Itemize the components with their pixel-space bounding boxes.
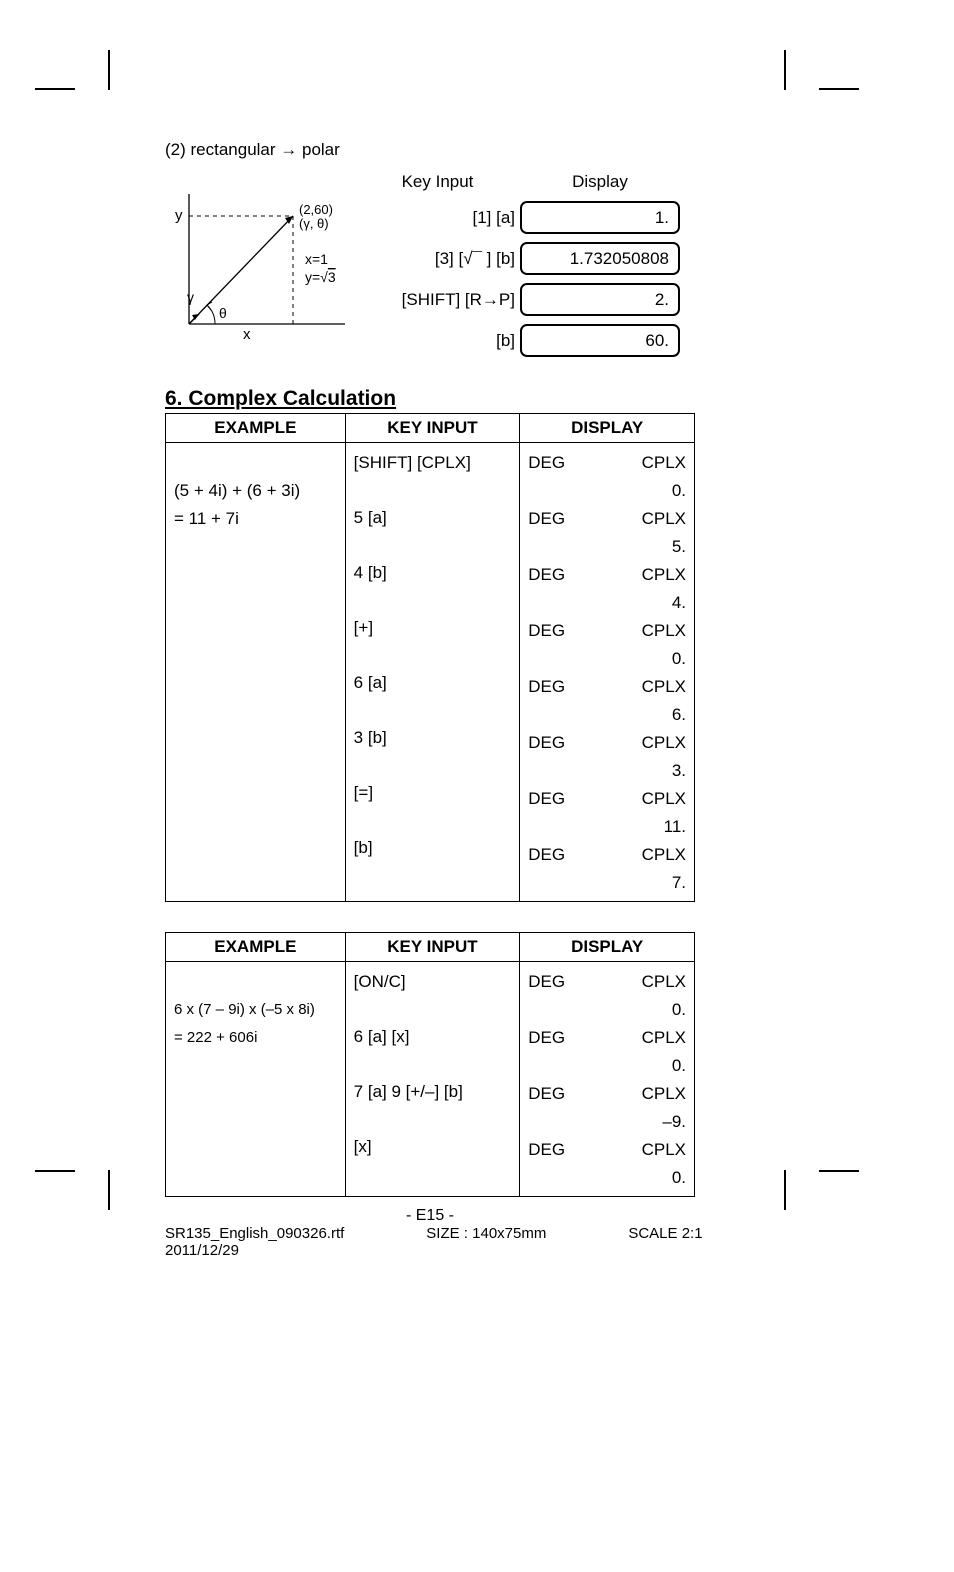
display-value: 0. [528, 996, 686, 1024]
svg-text:(γ, θ): (γ, θ) [299, 216, 329, 231]
key-input-row: [1] [a] [360, 201, 515, 234]
footer-date: 2011/12/29 [165, 1242, 725, 1259]
keyinput-cell: [SHIFT] [CPLX]5 [a]4 [b][+]6 [a]3 [b][=]… [345, 443, 520, 902]
key-input-column: Key Input [1] [a] [3] [√¯ ] [b] [SHIFT] … [360, 172, 515, 365]
display-value: 0. [528, 477, 686, 505]
display-row: DEGCPLX [528, 561, 686, 589]
key-row: [=] [354, 779, 512, 834]
display-row: DEGCPLX [528, 505, 686, 533]
footer-size: SIZE : 140x75mm [426, 1225, 546, 1242]
example-line: = 11 + 7i [174, 505, 337, 533]
svg-text:γ: γ [187, 289, 194, 305]
display-value: 5. [528, 533, 686, 561]
example-line: = 222 + 606i [174, 1024, 337, 1052]
footer: SR135_English_090326.rtf SIZE : 140x75mm… [165, 1225, 725, 1259]
th-display: DISPLAY [520, 414, 695, 443]
keyinput-cell: [ON/C]6 [a] [x]7 [a] 9 [+/–] [b][x] [345, 962, 520, 1197]
svg-text:x=1: x=1 [305, 251, 328, 267]
svg-text:y: y [175, 207, 183, 224]
display-value: 0. [528, 1052, 686, 1080]
example-line: (5 + 4i) + (6 + 3i) [174, 477, 337, 505]
table-1: EXAMPLE KEY INPUT DISPLAY (5 + 4i) + (6 … [165, 413, 695, 902]
key-row: 4 [b] [354, 559, 512, 614]
th-example: EXAMPLE [166, 933, 346, 962]
display-box: 2. [520, 283, 680, 316]
display-box: 1.732050808 [520, 242, 680, 275]
key-input-row: [3] [√¯ ] [b] [360, 242, 515, 275]
key-row: [ON/C] [354, 968, 512, 1023]
example-cell: (5 + 4i) + (6 + 3i) = 11 + 7i [166, 443, 346, 902]
crop-mark-br [784, 1170, 824, 1210]
page-content: (2) rectangular → polar [165, 140, 695, 1225]
display-row: DEGCPLX [528, 968, 686, 996]
section-title: 6. Complex Calculation [165, 387, 695, 411]
key-row: [+] [354, 614, 512, 669]
display-header: Display [520, 172, 680, 192]
key-row: 7 [a] 9 [+/–] [b] [354, 1078, 512, 1133]
key-row: [b] [354, 834, 512, 889]
page-number: - E15 - [165, 1207, 695, 1225]
key-row: 5 [a] [354, 504, 512, 559]
caption: (2) rectangular → polar [165, 140, 695, 160]
display-row: DEGCPLX [528, 1136, 686, 1164]
example-cell: 6 x (7 – 9i) x (–5 x 8i) = 222 + 606i [166, 962, 346, 1197]
display-row: DEGCPLX [528, 1080, 686, 1108]
crop-mark-tr [784, 50, 824, 90]
key-input-header: Key Input [360, 172, 515, 192]
svg-text:θ: θ [219, 305, 227, 321]
display-value: 3. [528, 757, 686, 785]
th-keyinput: KEY INPUT [345, 933, 520, 962]
display-cell: DEGCPLX0.DEGCPLX5.DEGCPLX4.DEGCPLX0.DEGC… [520, 443, 695, 902]
display-cell: DEGCPLX0.DEGCPLX0.DEGCPLX–9.DEGCPLX0. [520, 962, 695, 1197]
display-row: DEGCPLX [528, 729, 686, 757]
footer-filename: SR135_English_090326.rtf [165, 1225, 344, 1242]
key-input-row: [b] [360, 324, 515, 357]
key-row: 6 [a] [354, 669, 512, 724]
polar-diagram: y x (2,60) (γ, θ) x=1 y=√3 γ θ [165, 184, 355, 344]
display-value: 0. [528, 645, 686, 673]
key-row: 3 [b] [354, 724, 512, 779]
footer-scale: SCALE 2:1 [628, 1225, 702, 1242]
table-2: EXAMPLE KEY INPUT DISPLAY 6 x (7 – 9i) x… [165, 932, 695, 1197]
display-box: 60. [520, 324, 680, 357]
crop-mark-tl [70, 50, 110, 90]
svg-text:y=√3: y=√3 [305, 269, 336, 285]
display-value: –9. [528, 1108, 686, 1136]
display-row: DEGCPLX [528, 841, 686, 869]
display-row: DEGCPLX [528, 1024, 686, 1052]
crop-mark-bl [70, 1170, 110, 1210]
key-input-row: [SHIFT] [R→P] [360, 283, 515, 316]
polar-section: y x (2,60) (γ, θ) x=1 y=√3 γ θ Key Input… [165, 172, 695, 362]
th-example: EXAMPLE [166, 414, 346, 443]
svg-text:x: x [243, 326, 251, 343]
key-row: 6 [a] [x] [354, 1023, 512, 1078]
th-display: DISPLAY [520, 933, 695, 962]
display-value: 0. [528, 1164, 686, 1192]
example-line: 6 x (7 – 9i) x (–5 x 8i) [174, 996, 337, 1024]
display-value: 6. [528, 701, 686, 729]
display-column: Display 1. 1.732050808 2. 60. [520, 172, 680, 365]
display-row: DEGCPLX [528, 617, 686, 645]
display-row: DEGCPLX [528, 449, 686, 477]
svg-text:(2,60): (2,60) [299, 202, 333, 217]
display-value: 11. [528, 813, 686, 841]
display-value: 7. [528, 869, 686, 897]
display-row: DEGCPLX [528, 673, 686, 701]
display-row: DEGCPLX [528, 785, 686, 813]
key-row: [SHIFT] [CPLX] [354, 449, 512, 504]
display-box: 1. [520, 201, 680, 234]
key-row: [x] [354, 1133, 512, 1188]
display-value: 4. [528, 589, 686, 617]
th-keyinput: KEY INPUT [345, 414, 520, 443]
